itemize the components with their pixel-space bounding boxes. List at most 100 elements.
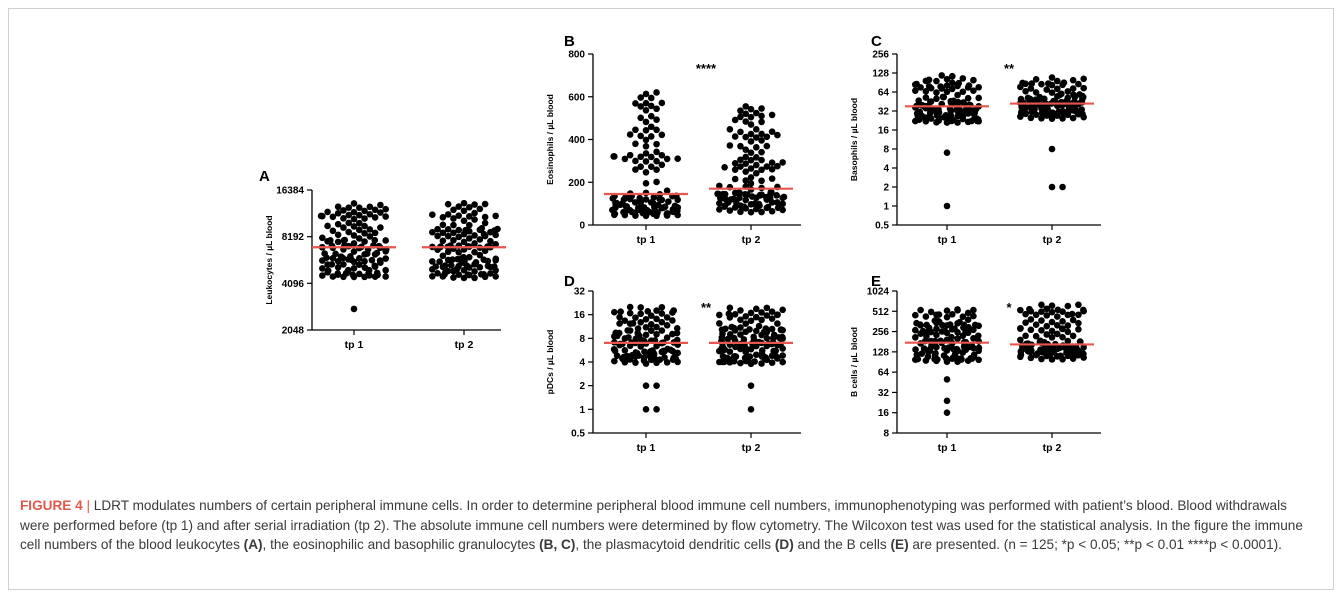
data-point: [975, 356, 982, 364]
data-point: [935, 106, 942, 113]
y-tick-label: 800: [568, 50, 585, 61]
data-point: [337, 253, 345, 260]
y-tick-label: 2048: [282, 326, 305, 337]
data-point: [758, 118, 765, 126]
data-point: [912, 334, 919, 341]
data-point: [647, 163, 655, 171]
data-point: [728, 323, 735, 331]
data-point: [471, 209, 478, 217]
data-point: [492, 212, 499, 220]
data-point: [350, 215, 358, 223]
data-point: [758, 137, 765, 144]
data-point: [439, 214, 447, 221]
data-point: [752, 126, 760, 133]
caption-panel-ref: (D): [774, 537, 794, 552]
data-point: [642, 142, 650, 150]
data-point: [716, 182, 723, 190]
data-point: [382, 237, 389, 244]
data-point: [647, 133, 655, 140]
data-point: [913, 319, 920, 327]
data-point: [957, 355, 965, 362]
data-point: [1038, 355, 1045, 363]
data-point: [349, 271, 357, 279]
data-point: [319, 272, 326, 279]
data-point: [642, 196, 650, 203]
data-point: [429, 273, 436, 280]
data-point: [726, 207, 734, 214]
data-point: [779, 358, 786, 366]
data-point: [653, 140, 660, 148]
data-point: [462, 226, 469, 234]
data-point: [460, 207, 468, 215]
data-point: [943, 397, 951, 405]
data-point: [663, 334, 671, 341]
data-point: [737, 316, 744, 324]
data-point: [455, 248, 463, 256]
y-tick-label: 8: [883, 429, 889, 440]
data-point: [915, 97, 923, 104]
data-point: [644, 308, 652, 315]
data-point: [350, 248, 358, 255]
data-point: [752, 161, 760, 169]
data-point: [1022, 88, 1029, 95]
data-point: [948, 112, 955, 120]
data-point: [768, 325, 776, 333]
data-point: [449, 256, 456, 263]
data-point: [329, 227, 337, 235]
data-point: [460, 253, 467, 261]
data-point: [758, 112, 765, 120]
data-point: [975, 83, 982, 91]
data-point: [653, 166, 660, 173]
data-point: [647, 320, 655, 328]
data-point: [642, 180, 650, 187]
data-point: [637, 310, 645, 318]
data-point: [920, 345, 928, 352]
data-point: [731, 311, 739, 318]
data-point: [382, 266, 389, 274]
data-point: [455, 233, 463, 241]
data-point: [653, 116, 660, 123]
data-point: [658, 131, 666, 139]
data-point: [975, 94, 982, 102]
data-point: [1068, 310, 1076, 318]
data-point: [737, 359, 744, 367]
data-point: [933, 77, 940, 85]
data-point: [640, 204, 648, 211]
data-point: [491, 263, 498, 270]
data-point: [731, 166, 739, 173]
data-point: [641, 348, 648, 355]
data-point: [329, 213, 337, 221]
data-point: [950, 97, 957, 105]
data-point: [373, 249, 381, 257]
data-point: [647, 312, 655, 320]
data-point: [1053, 321, 1061, 329]
data-point: [368, 256, 376, 264]
data-point: [658, 99, 666, 107]
data-point: [752, 305, 760, 313]
data-point: [752, 351, 760, 359]
y-tick-label: 64: [878, 88, 890, 99]
y-axis-label: Leukocytes / µL blood: [264, 215, 274, 304]
data-point: [471, 268, 478, 275]
data-point: [350, 305, 358, 313]
data-point: [484, 262, 492, 270]
data-point: [768, 111, 776, 119]
data-point: [1038, 308, 1045, 315]
data-point: [460, 217, 468, 225]
data-point: [429, 228, 436, 236]
data-point: [611, 308, 618, 316]
data-point: [664, 210, 671, 217]
data-point: [626, 131, 634, 138]
y-tick-label: 512: [872, 307, 889, 318]
data-point: [642, 158, 650, 165]
y-tick-label: 0.5: [875, 221, 889, 232]
data-point: [737, 307, 744, 314]
data-point: [632, 166, 639, 173]
data-point: [632, 157, 639, 165]
data-point: [923, 321, 930, 329]
data-point: [742, 118, 750, 125]
data-point: [673, 329, 681, 337]
data-point: [1038, 317, 1045, 324]
data-point: [434, 232, 441, 240]
data-point: [1069, 332, 1077, 340]
